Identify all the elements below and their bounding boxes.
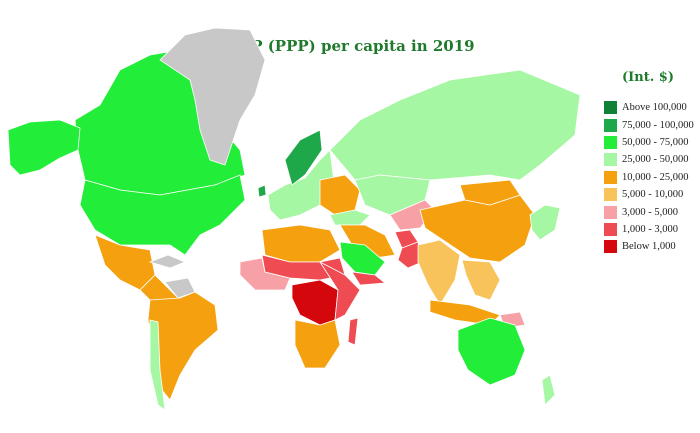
legend-item: 3,000 - 5,000	[604, 203, 700, 220]
region-greenland	[159, 27, 266, 166]
legend-label: 10,000 - 25,000	[622, 171, 689, 183]
region-west-africa	[239, 257, 291, 291]
region-united-states	[79, 174, 246, 256]
legend-label: Above 100,000	[622, 102, 687, 114]
legend-label: 75,000 - 100,000	[622, 119, 694, 131]
region-japan-korea	[529, 204, 561, 241]
legend-item: 1,000 - 3,000	[604, 221, 700, 238]
region-alaska	[7, 119, 81, 176]
map-title: GDP (PPP) per capita in 2019	[225, 37, 475, 55]
legend-item: 5,000 - 10,000	[604, 186, 700, 203]
legend-label: Below 1,000	[622, 241, 676, 253]
legend-swatch	[604, 240, 617, 254]
legend-item: Below 1,000	[604, 238, 700, 255]
legend: (Int. $) Above 100,000 75,000 - 100,000 50…	[604, 70, 700, 256]
region-cuba	[148, 254, 187, 269]
region-mongolia	[459, 179, 521, 206]
region-east-africa	[318, 260, 361, 321]
legend-label: 5,000 - 10,000	[622, 189, 684, 201]
region-ireland	[257, 184, 267, 198]
legend-label: 1,000 - 3,000	[622, 223, 678, 235]
legend-item: 10,000 - 25,000	[604, 169, 700, 186]
region-eastern-europe	[319, 174, 361, 216]
region-chile	[149, 319, 166, 411]
region-india	[417, 239, 461, 306]
region-new-zealand	[541, 374, 556, 406]
region-north-africa	[261, 224, 341, 263]
legend-swatch	[604, 205, 617, 219]
legend-item: Above 100,000	[604, 99, 700, 116]
region-australia	[457, 317, 526, 386]
legend-swatch	[604, 118, 617, 132]
legend-label: 3,000 - 5,000	[622, 206, 678, 218]
legend-label: 25,000 - 50,000	[622, 154, 689, 166]
legend-heading: (Int. $)	[622, 70, 674, 85]
legend-swatch	[604, 101, 617, 115]
region-southern-africa	[294, 319, 341, 369]
legend-item: 75,000 - 100,000	[604, 116, 700, 133]
legend-item: 50,000 - 75,000	[604, 134, 700, 151]
legend-swatch	[604, 222, 617, 236]
legend-swatch	[604, 188, 617, 202]
region-norway	[284, 129, 323, 186]
region-central-africa	[291, 279, 339, 326]
region-pakistan	[397, 241, 423, 269]
region-turkey	[329, 209, 371, 226]
legend-label: 50,000 - 75,000	[622, 136, 689, 148]
legend-swatch	[604, 170, 617, 184]
legend-swatch	[604, 135, 617, 149]
legend-swatch	[604, 153, 617, 167]
region-russia	[329, 69, 581, 181]
legend-list: Above 100,000 75,000 - 100,000 50,000 - 75…	[604, 99, 700, 256]
region-yemen	[351, 271, 387, 286]
region-madagascar	[347, 317, 359, 346]
legend-item: 25,000 - 50,000	[604, 151, 700, 168]
region-southeast-asia	[461, 259, 501, 301]
